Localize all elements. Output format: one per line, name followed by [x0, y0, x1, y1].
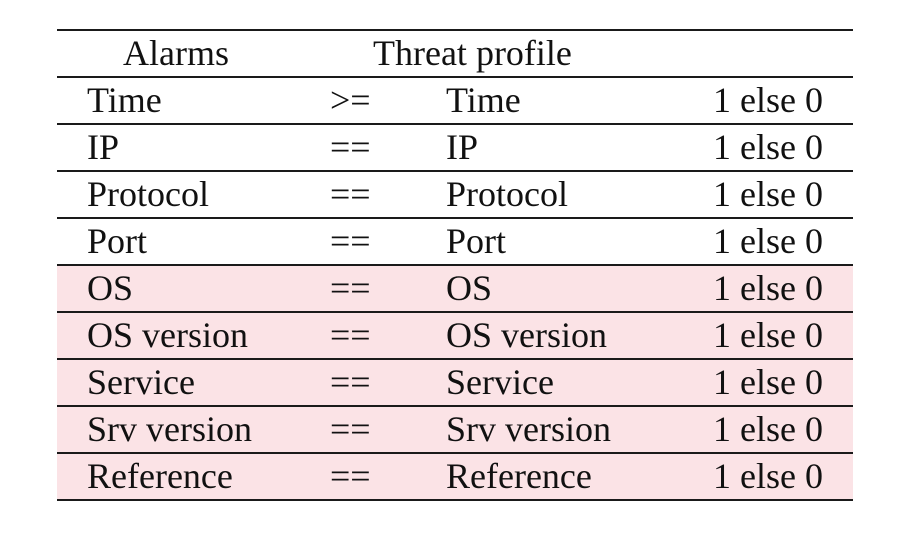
row-rule — [57, 358, 853, 360]
operator-cell: == — [330, 221, 371, 261]
top-rule — [57, 29, 853, 31]
row-rule — [57, 217, 853, 219]
result-cell: 1 else 0 — [713, 456, 823, 496]
result-cell: 1 else 0 — [713, 362, 823, 402]
comparison-table: Alarms Threat profile Time >= Time 1 els… — [57, 29, 853, 501]
alarm-cell: IP — [87, 127, 120, 167]
header-alarms: Alarms — [123, 33, 229, 73]
table-row: Reference == Reference 1 else 0 — [57, 454, 853, 499]
operator-cell: == — [330, 268, 371, 308]
operator-cell: >= — [330, 80, 371, 120]
result-cell: 1 else 0 — [713, 174, 823, 214]
header-rule — [57, 76, 853, 78]
header-threat-profile: Threat profile — [373, 33, 572, 73]
row-rule — [57, 123, 853, 125]
table-row: IP == IP 1 else 0 — [57, 125, 853, 170]
profile-cell: Time — [446, 80, 521, 120]
table-row: Time >= Time 1 else 0 — [57, 78, 853, 123]
row-rule — [57, 311, 853, 313]
table-row: Protocol == Protocol 1 else 0 — [57, 172, 853, 217]
table-header: Alarms Threat profile — [57, 31, 853, 76]
alarm-cell: Port — [87, 221, 148, 261]
alarm-cell: Srv version — [87, 409, 252, 449]
row-rule — [57, 264, 853, 266]
table-row: Port == Port 1 else 0 — [57, 219, 853, 264]
alarm-cell: OS version — [87, 315, 248, 355]
row-rule — [57, 405, 853, 407]
operator-cell: == — [330, 456, 371, 496]
alarm-cell: Reference — [87, 456, 233, 496]
profile-cell: Protocol — [446, 174, 568, 214]
profile-cell: OS — [446, 268, 493, 308]
profile-cell: IP — [446, 127, 479, 167]
table-row: Service == Service 1 else 0 — [57, 360, 853, 405]
table-row: OS == OS 1 else 0 — [57, 266, 853, 311]
profile-cell: Reference — [446, 456, 592, 496]
row-rule — [57, 452, 853, 454]
operator-cell: == — [330, 174, 371, 214]
profile-cell: OS version — [446, 315, 607, 355]
table-row: Srv version == Srv version 1 else 0 — [57, 407, 853, 452]
operator-cell: == — [330, 315, 371, 355]
result-cell: 1 else 0 — [713, 127, 823, 167]
alarm-cell: Time — [87, 80, 162, 120]
result-cell: 1 else 0 — [713, 268, 823, 308]
profile-cell: Srv version — [446, 409, 611, 449]
alarm-cell: OS — [87, 268, 134, 308]
profile-cell: Service — [446, 362, 554, 402]
result-cell: 1 else 0 — [713, 315, 823, 355]
table-row: OS version == OS version 1 else 0 — [57, 313, 853, 358]
bottom-rule — [57, 499, 853, 501]
alarm-cell: Service — [87, 362, 195, 402]
result-cell: 1 else 0 — [713, 221, 823, 261]
operator-cell: == — [330, 409, 371, 449]
alarm-cell: Protocol — [87, 174, 209, 214]
result-cell: 1 else 0 — [713, 80, 823, 120]
profile-cell: Port — [446, 221, 507, 261]
operator-cell: == — [330, 362, 371, 402]
result-cell: 1 else 0 — [713, 409, 823, 449]
operator-cell: == — [330, 127, 371, 167]
row-rule — [57, 170, 853, 172]
